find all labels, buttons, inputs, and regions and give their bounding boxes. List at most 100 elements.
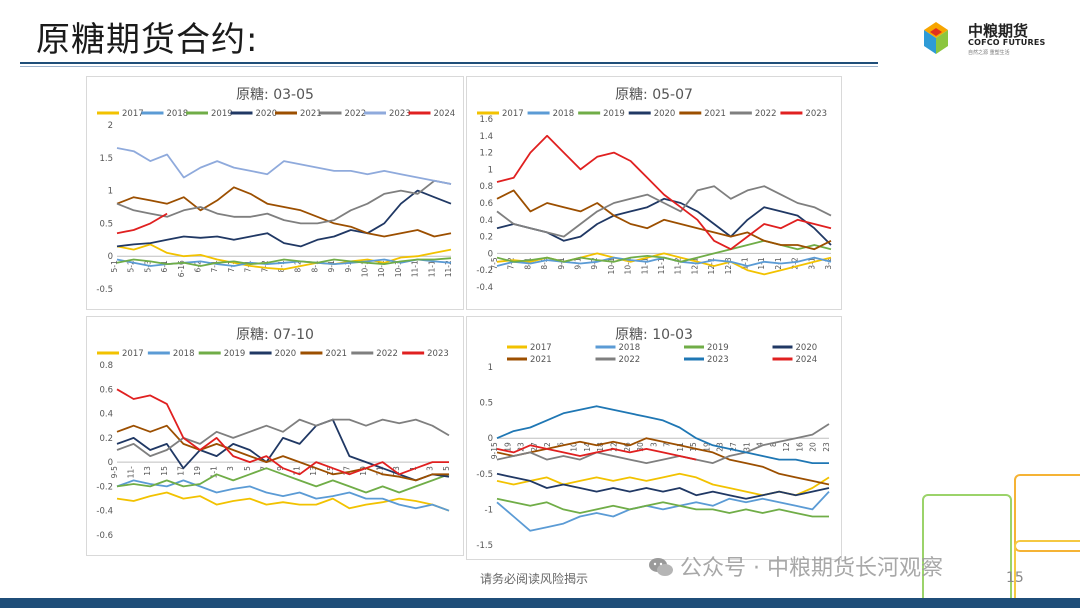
series-line-2021 xyxy=(496,437,830,486)
x-tick-label: 12-1 xyxy=(690,257,699,274)
chart-05-07: 原糖: 05-07 2017 2018 2019 2020 2021 2022 2023 1.6… xyxy=(476,87,833,293)
legend-label: 2018 xyxy=(619,343,641,353)
legend-label: 2019 xyxy=(707,343,729,353)
x-tick-label: 15 xyxy=(326,466,335,476)
legend-label: 2021 xyxy=(325,349,347,359)
chart-07-10: 原糖: 07-10 2017 2018 2019 2020 2021 2022 2023 0.8… xyxy=(96,327,451,541)
x-tick-label: 3-1 xyxy=(807,257,816,269)
chart-panel-07-10: 原糖: 07-10 2017 2018 2019 2020 2021 2022 2023 0.8… xyxy=(86,316,464,556)
x-tick-label: 8-2 xyxy=(540,257,549,269)
y-tick-label: 1.2 xyxy=(479,149,493,159)
series-line-2022 xyxy=(116,179,452,225)
x-tick-label: 3-2 xyxy=(824,257,833,269)
x-tick-label: 3 xyxy=(649,442,658,447)
series-line-2022 xyxy=(496,423,830,465)
series-line-2017 xyxy=(116,243,452,271)
y-tick-label: -0.2 xyxy=(96,482,113,492)
legend-label: 2023 xyxy=(805,109,827,119)
x-tick-label: 9-1 xyxy=(327,260,336,272)
series-line-2024 xyxy=(496,444,697,461)
series-line-2021 xyxy=(116,186,452,238)
x-tick-label: 10-1 xyxy=(361,260,370,277)
y-tick-label: 1.5 xyxy=(99,154,113,164)
chart-title: 原糖: 10-03 xyxy=(615,327,693,343)
x-tick-label: 6 xyxy=(556,442,565,447)
legend-label: 2018 xyxy=(173,349,195,359)
x-tick-label: 9-2 xyxy=(590,257,599,269)
x-tick-label: 18 xyxy=(596,442,605,452)
x-tick-label: 11-2 xyxy=(674,257,683,274)
chart-title: 原糖: 05-07 xyxy=(615,87,693,103)
legend-label: 2018 xyxy=(553,109,575,119)
x-tick-label: 23 xyxy=(822,442,831,452)
x-tick-label: 23 xyxy=(517,442,526,452)
x-tick-label: 7-2 xyxy=(260,260,269,272)
y-tick-label: 0 xyxy=(488,249,493,259)
wechat-icon xyxy=(649,558,673,576)
y-tick-label: 0 xyxy=(488,434,493,444)
y-tick-label: -0.4 xyxy=(476,283,493,293)
x-tick-label: 15 xyxy=(689,442,698,452)
deco-frame-yellow xyxy=(1014,540,1080,604)
legend-label: 2023 xyxy=(389,109,411,119)
legend-label: 2024 xyxy=(434,109,456,119)
legend-label: 2017 xyxy=(122,109,144,119)
page-title: 原糖期货合约: xyxy=(36,20,259,60)
x-tick-label: 10-1 xyxy=(607,257,616,274)
x-tick-label: 11-1 xyxy=(640,257,649,274)
legend-label: 2022 xyxy=(619,355,641,365)
legend-label: 2020 xyxy=(796,343,818,353)
x-tick-label: 7 xyxy=(663,442,672,447)
x-tick-label: 7-5 xyxy=(490,257,499,269)
legend-label: 2019 xyxy=(224,349,246,359)
series-line-2023 xyxy=(496,405,829,465)
x-tick-label: 17 xyxy=(342,466,351,476)
title-underline xyxy=(20,62,878,64)
y-tick-label: 1 xyxy=(108,187,113,197)
series-line-2023 xyxy=(116,147,452,185)
x-tick-label: 10-1 xyxy=(624,257,633,274)
y-tick-label: 0.8 xyxy=(99,361,113,371)
x-tick-label: 11-1 xyxy=(657,257,666,274)
x-tick-label: 21 xyxy=(376,466,385,476)
y-tick-label: -0.2 xyxy=(476,266,493,276)
y-tick-label: -1 xyxy=(485,505,493,515)
legend-label: 2019 xyxy=(211,109,233,119)
series-line-2023 xyxy=(496,134,832,251)
y-tick-label: 0.4 xyxy=(479,216,493,226)
y-tick-label: 1 xyxy=(488,165,493,175)
x-tick-label: 19 xyxy=(503,442,512,452)
y-tick-label: 0 xyxy=(108,252,113,262)
cofco-logo-icon xyxy=(924,22,948,54)
x-tick-label: 7-2 xyxy=(507,257,516,269)
x-tick-label: 22 xyxy=(610,442,619,452)
bottom-bar xyxy=(0,598,1080,608)
x-tick-label: 19 xyxy=(359,466,368,476)
x-tick-label: 27 xyxy=(729,442,738,452)
series-line-2018 xyxy=(496,490,830,532)
y-tick-label: 0.5 xyxy=(479,399,493,409)
series-line-2022 xyxy=(116,418,450,458)
x-tick-label: 1-1 xyxy=(210,466,219,478)
y-tick-label: 0.4 xyxy=(99,410,113,420)
risk-disclaimer: 请务必阅读风险揭示 xyxy=(480,572,589,586)
watermark-text: 公众号 · 中粮期货长河观察 xyxy=(680,556,943,581)
legend-label: 2020 xyxy=(654,109,676,119)
x-tick-label: 2 xyxy=(543,442,552,447)
x-tick-label: 11-2 xyxy=(444,260,453,277)
x-tick-label: 7-1 xyxy=(210,260,219,272)
y-tick-label: -0.5 xyxy=(96,285,113,295)
x-tick-label: 10-3 xyxy=(394,260,403,277)
x-tick-label: 8-1 xyxy=(310,260,319,272)
legend-label: 2018 xyxy=(167,109,189,119)
x-tick-label: 26 xyxy=(623,442,632,452)
logo-cn-text: 中粮期货 xyxy=(968,22,1029,40)
y-tick-label: 1.6 xyxy=(479,115,493,125)
y-tick-label: -0.6 xyxy=(96,531,113,541)
y-tick-label: 0 xyxy=(108,458,113,468)
series-line-2020 xyxy=(116,418,450,482)
chart-panel-10-03: 原糖: 10-03 2017 2018 2019 2020 2021 2022 2023 202… xyxy=(466,316,842,560)
series-line-2022 xyxy=(496,185,832,238)
legend-label: 2017 xyxy=(122,349,144,359)
x-tick-label: 20 xyxy=(809,442,818,452)
